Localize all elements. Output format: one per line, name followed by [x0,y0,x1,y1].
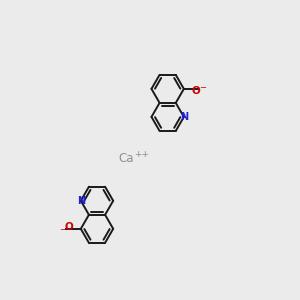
Text: N: N [77,196,85,206]
Text: −: − [199,83,206,92]
Text: N: N [180,112,188,122]
Text: Ca: Ca [119,152,134,165]
Text: ++: ++ [134,150,149,159]
Text: −: − [59,226,66,235]
Text: O: O [64,222,73,232]
Text: O: O [192,85,200,96]
